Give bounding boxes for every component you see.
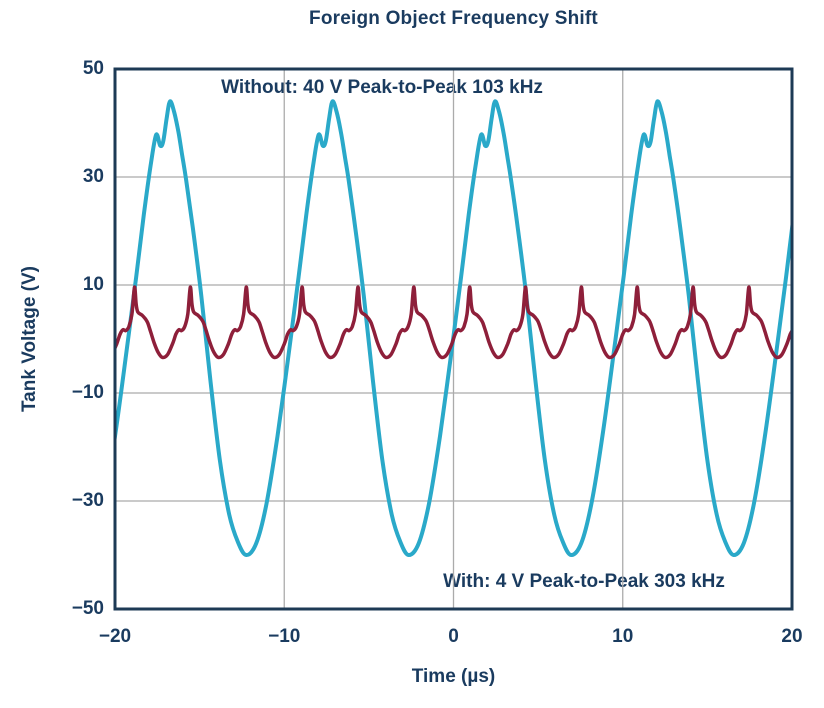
x-axis-label: Time (µs)	[411, 666, 496, 687]
x-tick-label: 10	[612, 626, 634, 647]
waveforms	[115, 99, 792, 557]
waveform-plot	[113, 67, 794, 611]
waveform-without-foreign-object	[115, 99, 792, 557]
y-tick-label: 50	[82, 58, 104, 79]
annotation-with-foreign-object: With: 4 V Peak-to-Peak 303 kHz	[443, 571, 725, 592]
y-tick-label: 10	[82, 274, 104, 295]
x-tick-label: −20	[98, 626, 132, 647]
plot-border	[113, 67, 794, 611]
chart-title: Foreign Object Frequency Shift	[309, 8, 598, 29]
y-tick-label: −50	[71, 598, 104, 619]
x-tick-label: −10	[268, 626, 301, 647]
x-tick-label: 0	[448, 626, 459, 647]
y-tick-label: −30	[71, 490, 104, 511]
x-tick-label: 20	[781, 626, 803, 647]
annotation-without-foreign-object: Without: 40 V Peak-to-Peak 103 kHz	[221, 77, 543, 98]
y-tick-label: 30	[82, 166, 104, 187]
y-axis-label: Tank Voltage (V)	[19, 265, 40, 413]
waveform-with-foreign-object	[115, 285, 792, 360]
y-tick-label: −10	[71, 382, 104, 403]
